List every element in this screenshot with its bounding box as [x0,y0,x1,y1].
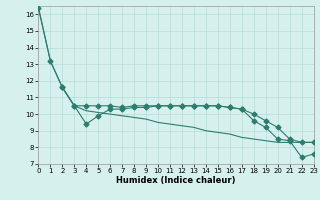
X-axis label: Humidex (Indice chaleur): Humidex (Indice chaleur) [116,176,236,185]
